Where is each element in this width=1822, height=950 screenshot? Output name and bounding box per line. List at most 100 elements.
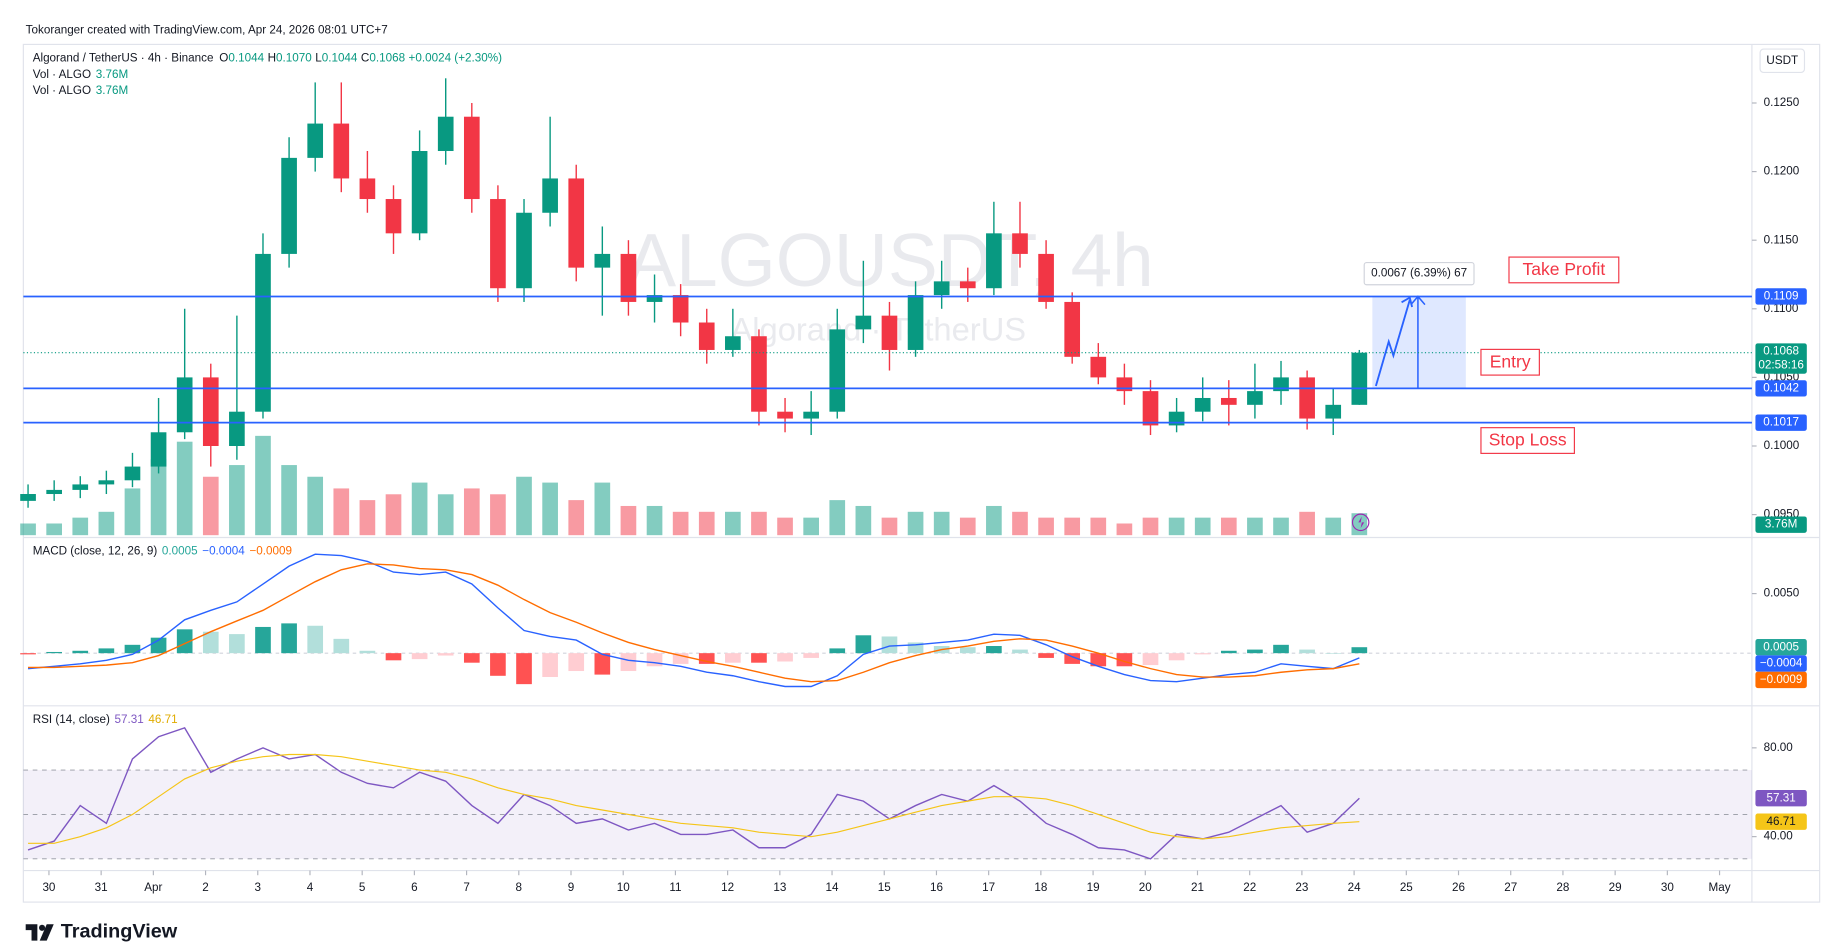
macd-histogram-bar — [333, 638, 350, 654]
volume-bar — [124, 488, 141, 536]
macd-histogram-bar — [829, 648, 846, 654]
candle-body — [803, 411, 819, 419]
macd-histogram-bar — [1038, 653, 1054, 658]
macd-histogram-bar — [1351, 647, 1368, 654]
candle-body — [516, 212, 532, 289]
volume-bar — [1064, 517, 1081, 536]
volume-bar — [1116, 523, 1133, 536]
candle-body — [1064, 301, 1081, 357]
volume-bar — [1194, 517, 1211, 536]
candle-body — [1038, 253, 1054, 302]
y-tick-label: 0.1100 — [1764, 302, 1799, 315]
macd-histogram-bar — [959, 647, 976, 654]
macd-histogram-bar — [411, 653, 428, 660]
rsi-title: RSI (14, close) — [33, 713, 110, 726]
volume-bar — [359, 500, 376, 536]
x-tick-label: 4 — [307, 881, 314, 894]
alert-icon[interactable] — [1351, 513, 1370, 532]
candle-body — [698, 322, 715, 350]
candle-body — [411, 151, 428, 234]
volume-bar — [959, 517, 976, 536]
x-tick-label: 11 — [669, 881, 681, 894]
macd-badge: −0.0004 — [1760, 657, 1803, 670]
level-badge: 0.1109 — [1764, 290, 1799, 303]
watermark-symbol: ALGOUSDT, 4h — [626, 218, 1153, 302]
macd-histogram-bar — [516, 653, 532, 685]
volume-legend: Vol · ALGO 3.76M — [33, 84, 128, 97]
level-badge-bg — [1755, 414, 1807, 431]
watermark-name: Algorand · TetherUS — [730, 310, 1026, 347]
macd-histogram-bar — [307, 625, 324, 654]
volume-bar — [646, 505, 663, 536]
volume-bar — [333, 488, 350, 536]
ohlc-key: H — [268, 52, 276, 65]
macd-histogram-bar — [646, 653, 663, 667]
level-badge-bg — [1755, 380, 1807, 397]
currency-box[interactable] — [1759, 48, 1806, 74]
ohlc-key: O — [219, 52, 228, 65]
candle-body — [959, 281, 976, 289]
x-tick-label: 5 — [359, 881, 365, 894]
volume-bar — [1168, 517, 1185, 536]
candle-body — [1220, 397, 1237, 405]
candle-body — [307, 123, 324, 158]
x-tick-label: 27 — [1504, 881, 1517, 894]
currency: USDT — [1766, 54, 1798, 67]
volume-bar — [1247, 517, 1263, 536]
volume-bar — [1220, 517, 1237, 536]
x-tick-label: 10 — [617, 881, 630, 894]
macd-histogram-bar — [907, 642, 924, 654]
x-tick-label: 24 — [1348, 881, 1361, 894]
x-tick-label: 31 — [95, 881, 108, 894]
candle-body — [672, 295, 689, 323]
volume-bar — [307, 476, 324, 536]
x-tick-label: 16 — [930, 881, 943, 894]
x-tick-label: 30 — [42, 881, 55, 894]
alert-icon-bolt — [1358, 516, 1365, 529]
macd-histogram-bar — [281, 623, 297, 654]
candle-body — [98, 480, 115, 485]
candle-body — [1247, 391, 1263, 405]
volume-bar — [698, 511, 715, 536]
x-tick-label: 25 — [1400, 881, 1413, 894]
candle-body — [437, 116, 454, 152]
candle-body — [124, 466, 141, 481]
candle-body — [1142, 391, 1159, 426]
x-tick-label: 6 — [411, 881, 417, 894]
plot-layer: 30 31 Apr 2 3 4 5 6 7 8 9 10 11 12 13 14 15 16 17 18 19 20 21 2… — [20, 78, 1807, 894]
macd-histogram-bar — [1142, 653, 1159, 666]
macd-histogram-bar — [437, 653, 454, 656]
last-price-badge: 0.1068 — [1763, 345, 1799, 358]
candle-body — [594, 253, 611, 268]
volume-bar — [1142, 517, 1159, 536]
macd-histogram-bar — [751, 653, 767, 663]
volume-legend-name: Vol · ALGO — [33, 84, 91, 97]
level-badge: 0.1017 — [1763, 416, 1799, 429]
x-tick-label: 13 — [773, 881, 786, 894]
macd-legend-value: −0.0009 — [249, 545, 292, 558]
candle-body — [725, 336, 741, 350]
candle-body — [176, 377, 193, 433]
volume-bar — [176, 441, 193, 536]
change: +0.0024 (+2.30%) — [409, 52, 503, 65]
volume-bar — [594, 482, 611, 536]
macd-badge: 0.0005 — [1763, 640, 1799, 653]
projection-label-bg — [1363, 261, 1475, 286]
macd-title: MACD (close, 12, 26, 9) — [33, 545, 158, 558]
candle-body — [463, 116, 480, 200]
ohlc-value: 0.1044 — [322, 52, 358, 65]
macd-badge-bg — [1755, 639, 1807, 656]
macd-histogram-bar — [725, 653, 741, 663]
volume-bar — [202, 476, 219, 536]
volume-bar — [620, 505, 637, 536]
candle-body — [881, 315, 898, 350]
candle-body — [72, 484, 89, 490]
candle-body — [829, 329, 846, 412]
volume-bar — [229, 465, 245, 536]
x-tick-label: 2 — [202, 881, 208, 894]
volume-badge: 3.76M — [1765, 518, 1797, 531]
projection-label: 0.0067 (6.39%) 67 — [1371, 267, 1467, 280]
volume-bar — [281, 465, 297, 536]
